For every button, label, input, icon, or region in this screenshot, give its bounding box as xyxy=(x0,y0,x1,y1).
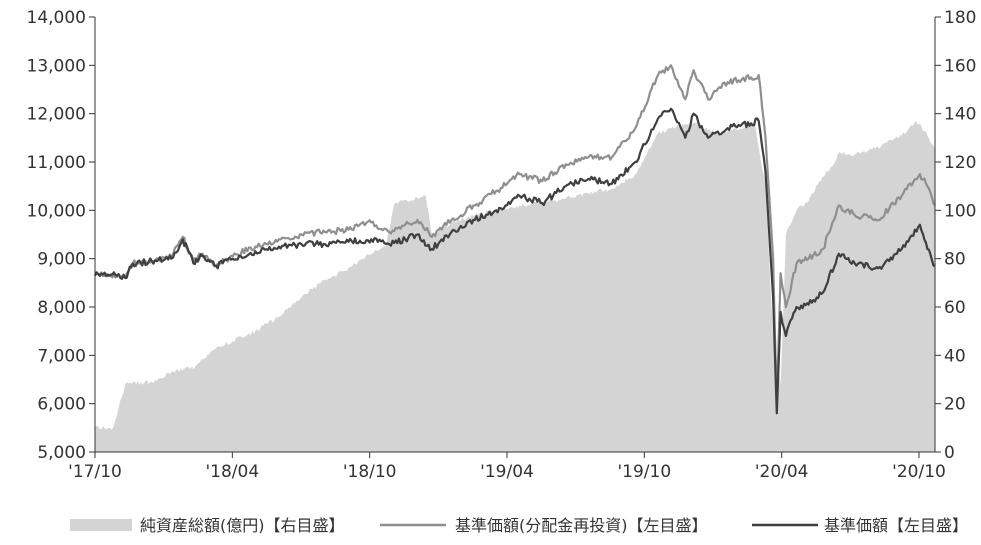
series-line-nav xyxy=(94,107,936,415)
right-tick-label: 140 xyxy=(944,105,976,125)
series-line-reinvested xyxy=(94,64,936,405)
x-tick-label: '19/10 xyxy=(617,462,671,482)
right-tick-label: 40 xyxy=(944,346,966,366)
left-tick-label: 11,000 xyxy=(27,153,86,173)
left-tick-label: 5,000 xyxy=(37,443,86,463)
left-tick-label: 14,000 xyxy=(27,8,86,28)
left-tick-label: 8,000 xyxy=(37,298,86,318)
x-tick-label: '17/10 xyxy=(68,462,122,482)
legend-label: 基準価額(分配金再投資)【左目盛】 xyxy=(455,516,708,535)
left-tick-label: 9,000 xyxy=(37,250,86,270)
left-tick-label: 10,000 xyxy=(27,201,86,221)
right-tick-label: 20 xyxy=(944,395,966,415)
line-layer xyxy=(94,64,936,415)
legend-label: 基準価額【左目盛】 xyxy=(824,516,968,535)
right-tick-label: 80 xyxy=(944,250,966,270)
series-area-net-assets xyxy=(95,120,935,453)
right-tick-label: 160 xyxy=(944,56,976,76)
right-tick-label: 100 xyxy=(944,201,976,221)
left-tick-label: 7,000 xyxy=(37,346,86,366)
right-tick-label: 0 xyxy=(944,443,955,463)
x-tick-label: '20/10 xyxy=(892,462,946,482)
axis-layer: 5,000 6,000 7,000 8,000 9,000 10,000 11,000 12,… xyxy=(27,8,977,482)
left-tick-label: 13,000 xyxy=(27,56,86,76)
area-layer xyxy=(95,120,935,453)
right-tick-label: 60 xyxy=(944,298,966,318)
legend-label: 純資産総額(億円)【右目盛】 xyxy=(140,516,345,535)
left-tick-label: 12,000 xyxy=(27,105,86,125)
right-tick-label: 120 xyxy=(944,153,976,173)
x-tick-label: '19/04 xyxy=(480,462,534,482)
x-tick-label: '18/04 xyxy=(205,462,259,482)
x-tick-label: '20/04 xyxy=(755,462,809,482)
right-tick-label: 180 xyxy=(944,8,976,28)
x-tick-label: '18/10 xyxy=(343,462,397,482)
legend: 純資産総額(億円)【右目盛】 基準価額(分配金再投資)【左目盛】 基準価額【左目盛】 xyxy=(70,516,968,535)
legend-swatch-net-assets xyxy=(70,519,132,531)
left-tick-label: 6,000 xyxy=(37,395,86,415)
